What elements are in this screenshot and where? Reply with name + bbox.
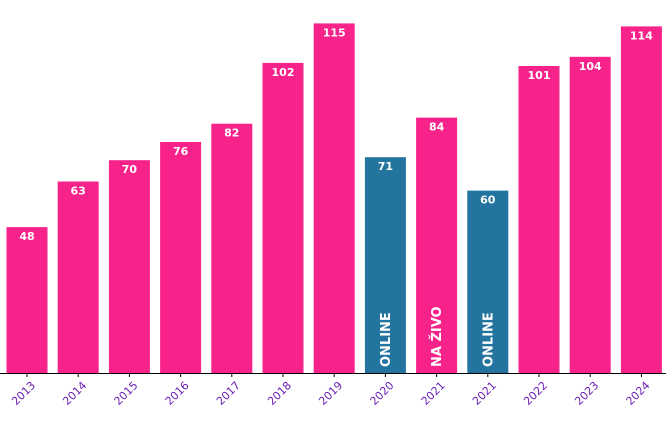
x-tick-label: 2014 — [60, 379, 89, 408]
x-tick-label: 2017 — [214, 379, 243, 408]
bar-tag-label: ONLINE — [481, 312, 496, 367]
x-tick-label: 2023 — [572, 379, 601, 408]
bar-2020-7 — [364, 157, 406, 373]
bar-2023-11 — [569, 56, 611, 374]
x-tick-label: 2021 — [419, 379, 448, 408]
bar-value-label: 60 — [480, 194, 496, 207]
bar-value-label: 63 — [71, 185, 86, 198]
x-tick-label: 2024 — [624, 379, 653, 408]
bar-value-label: 82 — [224, 127, 239, 140]
bar-2014-1 — [57, 181, 99, 373]
x-tick-label: 2022 — [521, 379, 550, 408]
x-tick-label: 2018 — [265, 379, 294, 408]
x-tick-label: 2021 — [470, 379, 499, 408]
x-tick-label: 2013 — [9, 379, 38, 408]
x-ticks-group: 2013 2014 2015 2016 2017 2018 2019 2020 2021 2021… — [9, 373, 653, 408]
bar-value-label: 48 — [19, 230, 34, 243]
bar-value-label: 101 — [528, 69, 551, 82]
bar-2017-4 — [211, 123, 253, 373]
bar-2021-9 — [467, 190, 509, 373]
bar-value-label: 76 — [173, 145, 189, 158]
bar-value-label: 102 — [272, 66, 295, 79]
bar-tag-label: NA ŽIVO — [429, 306, 445, 367]
bars-group: 48 63 70 76 82 102 115 71 ONLINE 84 NA ŽIVO 60 ONLIN… — [6, 23, 662, 374]
bar-2021-8 — [416, 117, 458, 373]
bar-value-label: 70 — [122, 163, 138, 176]
bar-2018-5 — [262, 62, 304, 374]
bar-2024-12 — [620, 26, 662, 374]
bar-value-label: 104 — [579, 60, 602, 73]
x-tick-label: 2020 — [368, 379, 397, 408]
x-tick-label: 2019 — [316, 379, 345, 408]
bar-2016-3 — [160, 142, 202, 373]
bar-2022-10 — [518, 66, 560, 373]
bar-2019-6 — [313, 23, 355, 374]
bar-value-label: 84 — [429, 121, 445, 134]
bar-2015-2 — [108, 160, 150, 373]
bar-value-label: 71 — [378, 160, 393, 173]
bar-tag-label: ONLINE — [379, 312, 394, 367]
bar-2013-0 — [6, 227, 48, 373]
x-tick-label: 2016 — [163, 379, 192, 408]
bar-value-label: 114 — [630, 29, 653, 42]
x-tick-label: 2015 — [112, 379, 141, 408]
bar-value-label: 115 — [323, 26, 346, 39]
